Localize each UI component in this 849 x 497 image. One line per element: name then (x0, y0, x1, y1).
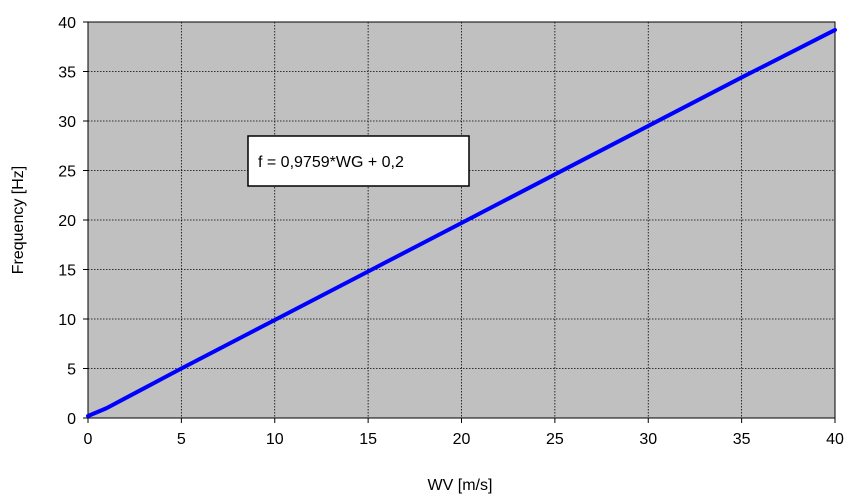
annotation-text: f = 0,9759*WG + 0,2 (258, 154, 404, 171)
y-tick-label: 10 (58, 312, 76, 329)
y-tick-label: 0 (67, 411, 76, 428)
x-tick-label: 40 (826, 431, 844, 448)
y-tick-label: 5 (67, 362, 76, 379)
x-tick-label: 30 (639, 431, 657, 448)
y-axis-title: Frequency [Hz] (10, 166, 27, 274)
y-tick-label: 20 (58, 213, 76, 230)
grid (87, 21, 836, 419)
x-axis-title: WV [m/s] (428, 477, 493, 494)
equation-annotation: f = 0,9759*WG + 0,2 (247, 135, 470, 187)
series-layer (86, 27, 837, 419)
tick-labels: 0 5 10 15 20 25 30 35 40 0 5 10 15 20 25 30 35 40 (58, 15, 844, 448)
x-tick-label: 5 (177, 431, 186, 448)
x-tick-label: 20 (453, 431, 471, 448)
annotation-box (247, 135, 470, 187)
x-tick-label: 35 (733, 431, 751, 448)
x-tick-label: 25 (546, 431, 564, 448)
x-tick-label: 10 (266, 431, 284, 448)
y-tick-label: 25 (58, 164, 76, 181)
y-tick-label: 35 (58, 65, 76, 82)
x-tick-label: 15 (359, 431, 377, 448)
x-tick-label: 0 (84, 431, 93, 448)
y-tick-label: 30 (58, 114, 76, 131)
series-line-0 (86, 27, 837, 419)
y-tick-label: 40 (58, 15, 76, 32)
y-tick-label: 15 (58, 263, 76, 280)
